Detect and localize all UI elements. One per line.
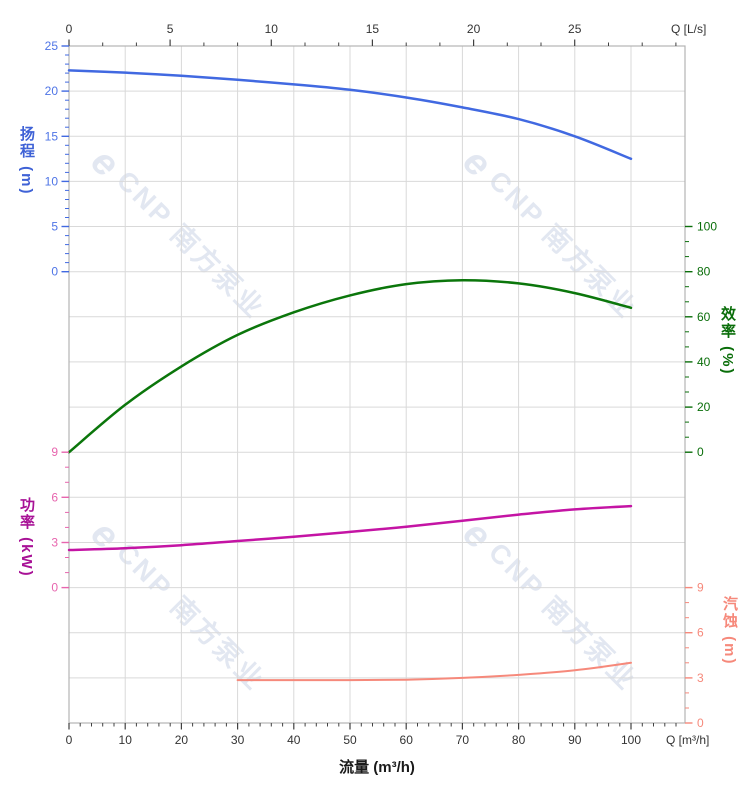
- gridlines: [69, 46, 685, 723]
- bottom-tick-label: 50: [343, 733, 357, 747]
- bottom-tick-label: 60: [400, 733, 414, 747]
- top-axis-unit-label: Q [L/s]: [671, 22, 706, 36]
- power-tick-label: 6: [51, 490, 58, 504]
- bottom-tick-label: 80: [512, 733, 526, 747]
- top-tick-label: 10: [265, 22, 279, 36]
- efficiency-axis: 100 80 60 40 20 0: [685, 220, 717, 459]
- efficiency-tick-label: 60: [697, 310, 711, 324]
- bottom-tick-label: 0: [66, 733, 73, 747]
- power-tick-label: 0: [51, 581, 58, 595]
- efficiency-tick-label: 40: [697, 355, 711, 369]
- head-axis: 25 20 15 10 5 0: [45, 39, 69, 279]
- plot-border: [68, 45, 686, 724]
- head-tick-label: 15: [45, 129, 59, 143]
- efficiency-curve: [67, 278, 633, 454]
- efficiency-axis-title: 效率 (%): [719, 306, 736, 376]
- efficiency-tick-label: 0: [697, 445, 704, 459]
- top-axis: 0 5 10 15 20 25 Q [L/s]: [66, 22, 706, 46]
- head-axis-title: 扬程 (m): [18, 126, 35, 196]
- bottom-tick-label: 10: [119, 733, 133, 747]
- head-tick-label: 10: [45, 174, 59, 188]
- head-tick-label: 20: [45, 84, 59, 98]
- top-tick-label: 25: [568, 22, 582, 36]
- bottom-tick-label: 100: [621, 733, 641, 747]
- power-tick-label: 3: [51, 536, 58, 550]
- top-tick-label: 0: [66, 22, 73, 36]
- bottom-tick-label: 20: [175, 733, 189, 747]
- npsh-axis: 9 6 3 0: [685, 581, 704, 730]
- power-tick-label: 9: [51, 445, 58, 459]
- power-axis: 9 6 3 0: [51, 445, 69, 595]
- head-tick-label: 0: [51, 265, 58, 279]
- efficiency-tick-label: 20: [697, 400, 711, 414]
- npsh-tick-label: 9: [697, 581, 704, 595]
- top-tick-label: 20: [467, 22, 481, 36]
- power-curve: [67, 504, 633, 552]
- bottom-tick-label: 70: [456, 733, 470, 747]
- flow-axis-title: 流量 (m³/h): [339, 759, 415, 776]
- head-tick-label: 25: [45, 39, 59, 53]
- bottom-axis-unit-label: Q [m³/h]: [666, 733, 709, 747]
- bottom-tick-label: 90: [568, 733, 582, 747]
- bottom-tick-label: 40: [287, 733, 301, 747]
- npsh-tick-label: 0: [697, 716, 704, 730]
- efficiency-tick-label: 100: [697, 220, 717, 234]
- npsh-tick-label: 6: [697, 626, 704, 640]
- head-curve: [67, 69, 633, 161]
- bottom-axis: 0 10 20 30 40 50 60 70 80 90 100 Q [m³/h]: [66, 723, 709, 747]
- efficiency-tick-label: 80: [697, 265, 711, 279]
- top-tick-label: 5: [167, 22, 174, 36]
- npsh-axis-title: 汽蚀 (m): [721, 596, 738, 666]
- bottom-tick-label: 30: [231, 733, 245, 747]
- head-tick-label: 5: [51, 220, 58, 234]
- power-axis-title: 功率 (kW): [18, 497, 35, 578]
- top-tick-label: 15: [366, 22, 380, 36]
- npsh-curve: [236, 661, 632, 682]
- npsh-tick-label: 3: [697, 671, 704, 685]
